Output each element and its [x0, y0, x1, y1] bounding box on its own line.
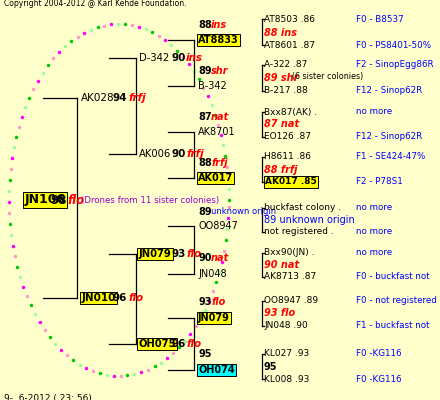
Text: flo: flo — [67, 194, 84, 206]
Text: ins: ins — [211, 20, 227, 30]
Text: H8611 .86: H8611 .86 — [264, 152, 311, 161]
Text: 96: 96 — [172, 339, 186, 349]
Text: frfj: frfj — [129, 93, 147, 103]
Text: 94: 94 — [112, 93, 127, 103]
Text: 90: 90 — [198, 253, 212, 263]
Text: AK028: AK028 — [81, 93, 115, 103]
Text: 89 shr: 89 shr — [264, 73, 298, 83]
Text: JN079: JN079 — [198, 313, 230, 323]
Text: B-217 .88: B-217 .88 — [264, 86, 308, 95]
Text: flo: flo — [211, 297, 226, 307]
Text: unknown origin: unknown origin — [211, 208, 276, 216]
Text: F0 - not registered: F0 - not registered — [356, 296, 437, 305]
Text: 9-  6-2012 ( 23: 56): 9- 6-2012 ( 23: 56) — [4, 394, 92, 400]
Text: ins: ins — [186, 53, 203, 63]
Text: no more: no more — [356, 204, 392, 212]
Text: JN106: JN106 — [24, 194, 65, 206]
Text: AK017 .85: AK017 .85 — [264, 178, 311, 186]
Text: (Drones from 11 sister colonies): (Drones from 11 sister colonies) — [81, 196, 220, 204]
Text: F0 - PS8401-50%: F0 - PS8401-50% — [356, 41, 432, 50]
Text: OH075: OH075 — [139, 339, 176, 349]
Text: F1 - SE424-47%: F1 - SE424-47% — [356, 152, 426, 161]
Text: 89: 89 — [198, 66, 212, 76]
Text: JN010: JN010 — [81, 293, 116, 303]
Text: 96: 96 — [112, 293, 127, 303]
Text: F12 - Sinop62R: F12 - Sinop62R — [356, 132, 423, 141]
Text: D-342: D-342 — [139, 53, 169, 63]
Text: 88: 88 — [198, 158, 212, 168]
Text: Bxx87(AK) .: Bxx87(AK) . — [264, 108, 317, 116]
Text: F0 -KG116: F0 -KG116 — [356, 350, 402, 358]
Text: OO8947 .89: OO8947 .89 — [264, 296, 318, 305]
Text: nat: nat — [211, 253, 229, 263]
Text: buckfast colony .: buckfast colony . — [264, 204, 341, 212]
Text: EO126 .87: EO126 .87 — [264, 132, 311, 141]
Text: F0 - buckfast not: F0 - buckfast not — [356, 272, 430, 281]
Text: AT8833: AT8833 — [198, 35, 239, 45]
Text: JN048: JN048 — [198, 269, 227, 279]
Text: 88 frfj: 88 frfj — [264, 165, 297, 174]
Text: nat: nat — [211, 112, 229, 122]
Text: 88: 88 — [198, 20, 212, 30]
Text: F12 - Sinop62R: F12 - Sinop62R — [356, 86, 423, 95]
Text: frfj: frfj — [211, 158, 228, 168]
Text: OH074: OH074 — [198, 365, 235, 375]
Text: 93: 93 — [198, 297, 212, 307]
Text: A-322 .87: A-322 .87 — [264, 60, 308, 69]
Text: OO8947: OO8947 — [198, 221, 238, 231]
Text: 93: 93 — [172, 249, 186, 259]
Text: F2 - SinopEgg86R: F2 - SinopEgg86R — [356, 60, 434, 69]
Text: 98: 98 — [51, 194, 67, 206]
Text: Bxx90(JN) .: Bxx90(JN) . — [264, 248, 315, 257]
Text: not registered .: not registered . — [264, 228, 334, 236]
Text: 93 flo: 93 flo — [264, 308, 295, 318]
Text: Copyright 2004-2012 @ Karl Kehde Foundation.: Copyright 2004-2012 @ Karl Kehde Foundat… — [4, 0, 187, 8]
Text: flo: flo — [186, 249, 201, 259]
Text: F1 - buckfast not: F1 - buckfast not — [356, 322, 430, 330]
Text: no more: no more — [356, 248, 392, 257]
Text: KL008 .93: KL008 .93 — [264, 375, 309, 384]
Text: 89 unknown origin: 89 unknown origin — [264, 215, 355, 225]
Text: 88 ins: 88 ins — [264, 28, 297, 38]
Text: AT8503 .86: AT8503 .86 — [264, 15, 315, 24]
Text: F0 -KG116: F0 -KG116 — [356, 375, 402, 384]
Text: 90 nat: 90 nat — [264, 260, 299, 270]
Text: 87 nat: 87 nat — [264, 119, 299, 129]
Text: KL027 .93: KL027 .93 — [264, 350, 309, 358]
Text: 87: 87 — [198, 112, 212, 122]
Text: AK017 .85: AK017 .85 — [265, 178, 317, 186]
Text: 95: 95 — [264, 362, 278, 372]
Text: no more: no more — [356, 108, 392, 116]
Text: F2 - P78S1: F2 - P78S1 — [356, 178, 403, 186]
Text: AK006: AK006 — [139, 149, 171, 159]
Text: AT8601 .87: AT8601 .87 — [264, 41, 315, 50]
Text: AK017: AK017 — [198, 173, 233, 183]
Text: 95: 95 — [198, 349, 212, 359]
Text: AK8713 .87: AK8713 .87 — [264, 272, 316, 281]
Text: shr: shr — [211, 66, 229, 76]
Text: flo: flo — [186, 339, 201, 349]
Text: JN079: JN079 — [139, 249, 171, 259]
Text: 90: 90 — [172, 149, 186, 159]
Text: no more: no more — [356, 228, 392, 236]
Text: JN048 .90: JN048 .90 — [264, 322, 308, 330]
Text: B-342: B-342 — [198, 81, 227, 91]
Text: 90: 90 — [172, 53, 186, 63]
Text: flo: flo — [129, 293, 144, 303]
Text: (6 sister colonies): (6 sister colonies) — [292, 72, 363, 80]
Text: F0 - B8537: F0 - B8537 — [356, 15, 404, 24]
Text: AK8701: AK8701 — [198, 127, 236, 137]
Text: 89: 89 — [198, 207, 212, 217]
Text: frfj: frfj — [186, 149, 204, 159]
